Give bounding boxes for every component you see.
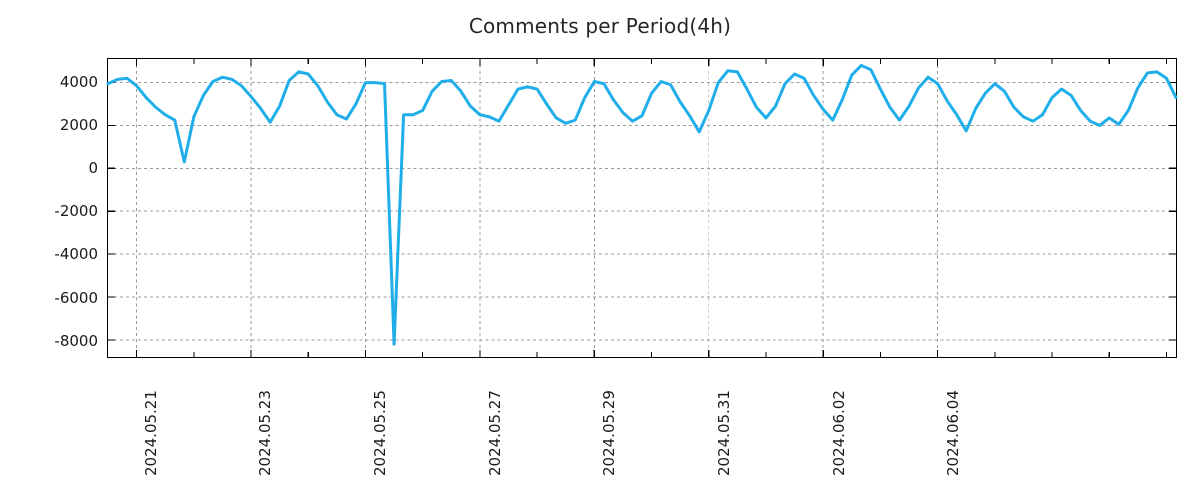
y-axis-tick-label: -8000 (54, 331, 98, 350)
x-axis-tick-label: 2024.05.21 (141, 390, 160, 476)
x-axis-tick-label: 2024.05.25 (370, 390, 389, 476)
y-axis-tick-label: 2000 (59, 115, 98, 134)
y-axis-tick-label: -6000 (54, 288, 98, 307)
y-axis-tick-label: -4000 (54, 245, 98, 264)
gridlines (108, 59, 1176, 357)
chart-title: Comments per Period(4h) (468, 14, 732, 38)
plot-area (106, 58, 1178, 358)
x-axis-tick-label: 2024.06.02 (829, 390, 848, 476)
x-axis-tick-label: 2024.06.04 (944, 390, 963, 476)
y-axis-tick-label: 4000 (59, 72, 98, 91)
x-axis-tick-label: 2024.05.23 (256, 390, 275, 476)
x-axis-tick-label: 2024.05.29 (600, 390, 619, 476)
x-axis-tick-label: 2024.05.31 (714, 390, 733, 476)
y-axis-tick-label: -2000 (54, 202, 98, 221)
x-axis-tick-label: 2024.05.27 (485, 390, 504, 476)
data-series-line (106, 63, 1178, 346)
y-axis-tick-label: 0 (88, 159, 98, 178)
axis-ticks (108, 59, 1176, 357)
